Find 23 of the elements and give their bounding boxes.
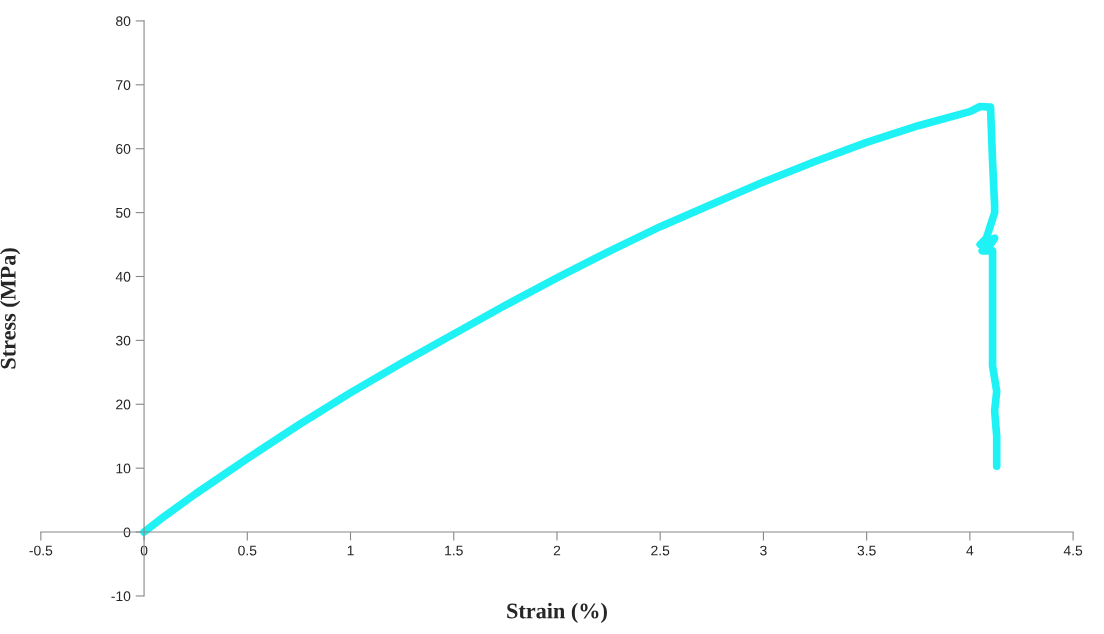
x-tick-label: 0.5 [238, 545, 257, 556]
x-tick-label: 3.5 [857, 545, 876, 556]
x-tick-label: 2.5 [651, 545, 670, 556]
y-tick-label: 50 [115, 207, 131, 218]
x-tick-label: 1 [347, 545, 354, 556]
y-tick-label: 80 [116, 16, 131, 27]
x-tick-label: 3 [760, 545, 767, 556]
y-tick-label: 40 [115, 271, 131, 282]
y-tick-label: 30 [115, 335, 131, 346]
x-axis-title: Strain (%) [507, 602, 607, 624]
y-tick-label: 60 [116, 144, 131, 154]
x-tick-label: 1.5 [445, 545, 463, 556]
y-tick-label: 0 [123, 527, 131, 538]
x-tick-label: 4.5 [1063, 545, 1083, 556]
y-tick-label: 70 [116, 80, 131, 90]
y-tick-label: 20 [116, 399, 131, 410]
x-tick-label: 4 [966, 545, 974, 556]
x-tick-label: -0.5 [29, 545, 53, 556]
y-tick-label: -10 [111, 591, 131, 602]
y-tick-label: 10 [116, 463, 131, 474]
x-tick-label: 0 [140, 545, 148, 556]
x-tick-label: 2 [553, 545, 561, 556]
y-axis-title: Stress (MPa) [0, 248, 21, 369]
